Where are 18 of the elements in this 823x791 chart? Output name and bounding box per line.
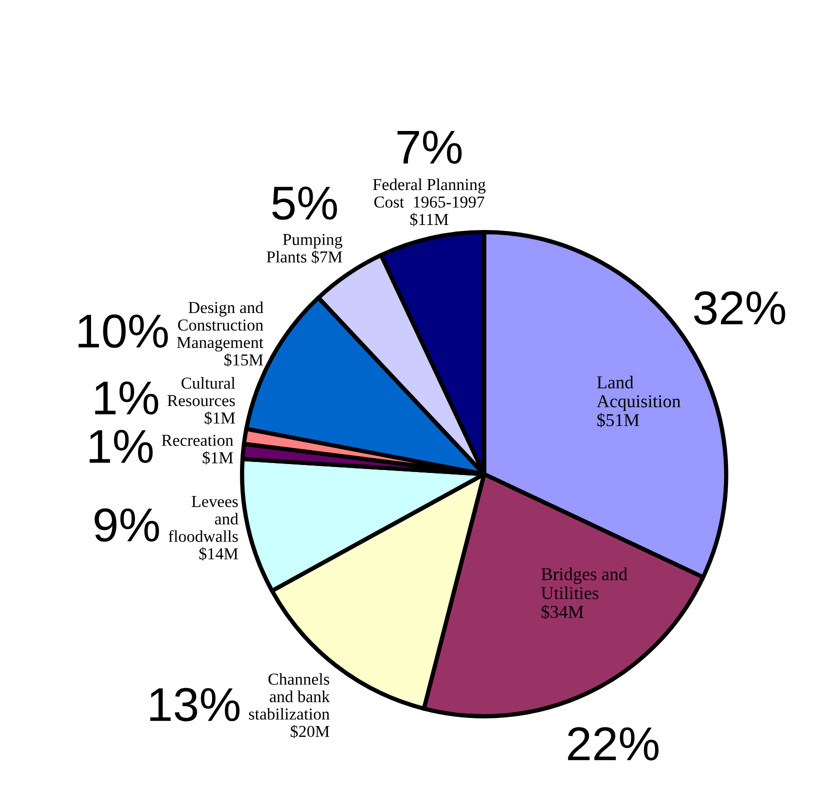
slice-label: Federal Planning Cost 1965-1997 $11M <box>372 178 486 226</box>
data-label: 10% <box>78 314 168 348</box>
data-label: 7% <box>397 130 462 164</box>
slice-label: Land Acquisition $51M <box>596 376 681 428</box>
data-label: 22% <box>568 727 659 760</box>
slice-label: Recreation $1M <box>162 434 234 464</box>
slice-label: Cultural Resources $1M <box>167 377 236 425</box>
slice-label: Bridges and Utilities $34M <box>541 568 628 620</box>
slice-label: Pumping Plants $7M <box>266 234 342 264</box>
slice-label: Channels and bank stabilization $20M <box>249 673 330 738</box>
data-label: 13% <box>150 688 240 722</box>
data-label: 1% <box>95 381 158 415</box>
data-label: 5% <box>272 186 337 220</box>
data-label: 1% <box>90 430 153 463</box>
slice-label: Levees and floodwalls $14M <box>168 496 238 561</box>
slice-label: Design and Construction Management $15M <box>176 301 264 367</box>
data-label: 32% <box>694 291 786 325</box>
data-label: 9% <box>94 508 159 542</box>
